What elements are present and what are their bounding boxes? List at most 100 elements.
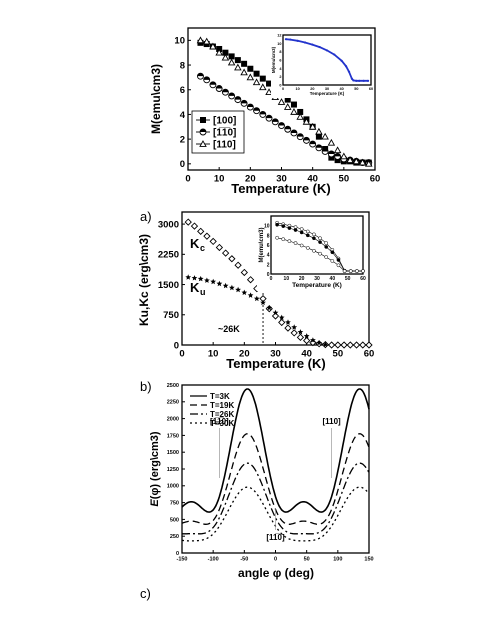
b-point-0 (334, 341, 342, 349)
c-y-tick-label: 1500 (167, 450, 179, 456)
a-legend: [100][1̅1̅0][110] (191, 110, 245, 154)
b-point-1 (253, 295, 260, 302)
b-point-0 (215, 243, 224, 252)
b-inset-point (275, 222, 279, 227)
a-inset-y-tick-label: 8 (279, 50, 281, 54)
panel-label-b: b) (140, 379, 152, 394)
a-inset-y-tick-label: 10 (277, 42, 281, 46)
a-legend-marker (200, 117, 206, 123)
a-inset-point (362, 79, 365, 82)
b-inset-x-tick-label: 60 (360, 276, 366, 282)
a-y-tick-label: 2 (180, 134, 185, 145)
a-x-tick-label: 20 (245, 174, 256, 185)
a-point-2 (215, 48, 223, 56)
a-inset-point (318, 45, 321, 49)
a-point-2 (308, 122, 317, 130)
a-point-1-fill (234, 96, 241, 100)
b-y-tick-label: 1500 (158, 280, 179, 291)
b-point-0 (209, 237, 217, 246)
a-point-1-fill (328, 150, 335, 154)
a-point-0 (284, 96, 291, 103)
c-y-tick-label: 1750 (167, 433, 179, 439)
b-point-1 (241, 289, 248, 295)
b-point-1 (278, 314, 285, 320)
a-y-tick-label: 4 (180, 110, 186, 121)
a-legend-marker-fill (200, 129, 206, 132)
a-point-1-fill (309, 141, 316, 145)
b-inset-x-axis-label: Temperature (K) (292, 282, 342, 289)
a-legend-label: [100] (213, 116, 236, 127)
a-point-1-fill (266, 115, 273, 119)
a-x-tick-label: 0 (185, 174, 190, 185)
b-y-tick-label: 0 (174, 340, 179, 351)
b-point-1 (322, 341, 329, 347)
b-x-tick-label: 20 (239, 349, 250, 360)
b-point-0 (240, 268, 248, 277)
a-point-1-fill (222, 89, 229, 93)
b-point-1 (210, 278, 216, 285)
a-point-1-fill (322, 148, 329, 152)
c-x-tick-label: -150 (176, 557, 187, 563)
a-inset-point (340, 59, 343, 62)
a-inset-x-tick-label: 0 (282, 87, 284, 91)
a-inset-y-axis-label: M(emu\cm3) (271, 46, 276, 73)
c-y-tick-label: 2500 (167, 383, 179, 389)
c-legend-label: T=26K (210, 410, 234, 419)
b-point-1 (216, 280, 223, 287)
a-x-tick-label: 50 (339, 174, 350, 185)
a-inset-point (358, 79, 361, 82)
chart-b: 0 10 20 30 40 50 600750150022503000Temperature… (137, 211, 374, 371)
b-point-0 (290, 329, 298, 337)
a-y-tick-label: 6 (180, 85, 185, 96)
b-point-1 (204, 277, 210, 283)
b-label-kc: K (190, 236, 200, 251)
a-point-1-fill (259, 111, 266, 115)
a-inset-x-tick-label: 30 (325, 87, 329, 91)
a-x-tick-label: 40 (307, 174, 318, 185)
b-inset-point (318, 251, 322, 256)
a-point-2 (352, 157, 361, 165)
b-point-1 (191, 275, 198, 281)
a-point-0 (241, 60, 248, 67)
b-point-0 (296, 333, 305, 341)
b-inset-point (318, 240, 322, 244)
a-point-1-fill (228, 92, 235, 96)
b-inset-point (287, 239, 292, 243)
b-inset-point (361, 269, 365, 273)
c-x-tick-label: 150 (364, 557, 373, 563)
b-x-axis-label: Temperature (K) (226, 356, 325, 371)
b-inset-x-tick-label: 40 (330, 276, 336, 282)
b-point-1 (266, 304, 273, 311)
b-inset-y-tick-label: 10 (264, 224, 270, 230)
c-y-tick-label: 500 (170, 517, 179, 523)
b-x-tick-label: 30 (270, 349, 281, 360)
c-y-tick-label: 0 (176, 551, 179, 557)
b-point-0 (284, 324, 292, 332)
a-inset-y-tick-label: 6 (279, 59, 281, 63)
a-point-2 (346, 156, 354, 163)
b-inset-point (281, 224, 286, 228)
a-inset-point (350, 77, 354, 80)
a-point-2 (234, 63, 242, 71)
b-point-0 (184, 218, 192, 226)
a-point-2 (327, 138, 336, 146)
a-x-tick-label: 10 (214, 174, 225, 185)
c-x-tick-label: 50 (304, 557, 310, 563)
a-inset-y-tick-label: 0 (279, 84, 281, 88)
a-point-0 (259, 75, 266, 82)
a-point-2 (365, 159, 373, 167)
b-point-0 (346, 341, 354, 349)
c-y-axis-label-e: E (149, 499, 161, 507)
b-point-1 (197, 275, 204, 282)
c-y-tick-label: 750 (170, 501, 179, 507)
c-series-line-0 (181, 388, 370, 513)
b-inset-x-tick-label: 50 (345, 276, 351, 282)
b-inset-point (324, 255, 329, 259)
a-point-2 (315, 127, 323, 135)
a-inset-point (366, 79, 370, 82)
b-inset-point (305, 229, 310, 234)
b-inset-point (293, 241, 298, 245)
b-point-1 (297, 329, 304, 335)
